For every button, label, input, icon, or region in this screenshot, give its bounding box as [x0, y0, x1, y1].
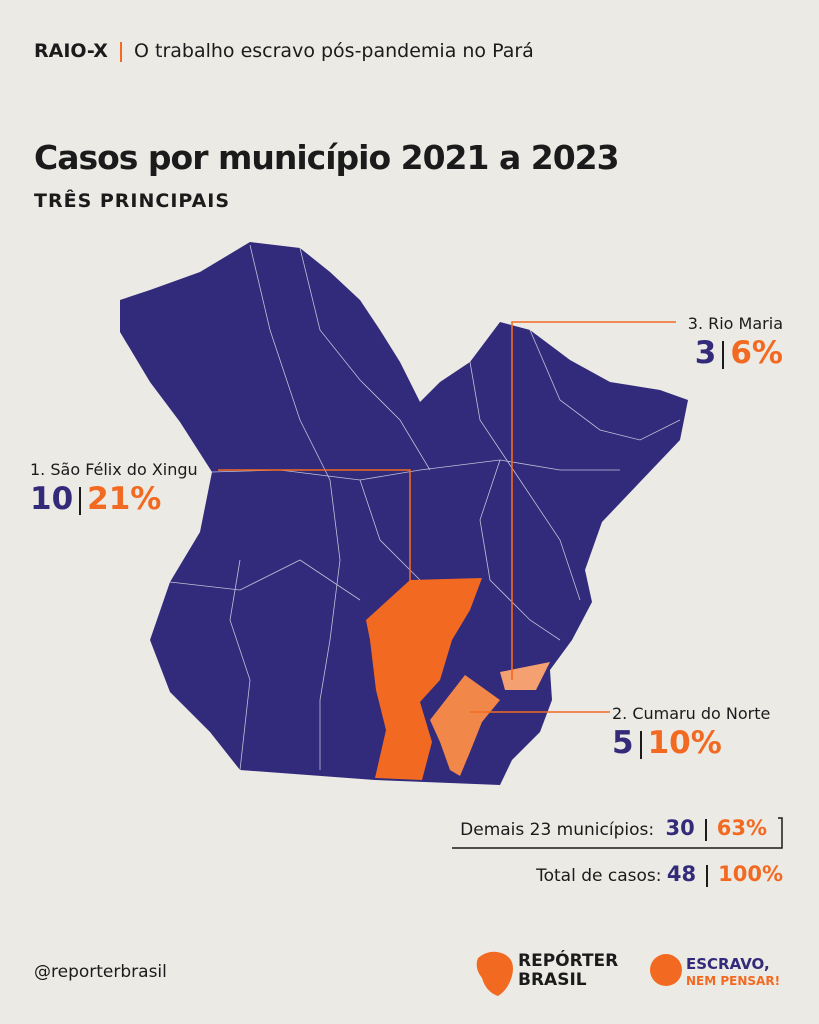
cases: 48	[666, 862, 697, 886]
sao-felix-shape	[366, 578, 482, 780]
logo-escravo: ESCRAVO, NEM PENSAR!	[686, 956, 780, 990]
label: Total de casos:	[536, 866, 662, 886]
logo-text: BRASIL	[518, 970, 587, 990]
cases: 30	[665, 816, 695, 840]
share: 6%	[730, 335, 783, 371]
title: Casos por município 2021 a 2023	[34, 138, 620, 177]
logo-reporter: REPÓRTER BRASIL	[518, 952, 618, 990]
cases: 10	[30, 481, 74, 517]
share: 100%	[718, 862, 783, 886]
cases: 3	[694, 335, 717, 371]
label: 2. Cumaru do Norte	[612, 704, 771, 723]
share: 21%	[87, 481, 162, 517]
share: 63%	[716, 816, 767, 840]
header-subtitle: O trabalho escravo pós-pandemia no Pará	[134, 40, 534, 62]
share: 10%	[647, 725, 722, 761]
header: RAIO-X O trabalho escravo pós-pandemia n…	[34, 40, 534, 62]
callout-2: 2. Cumaru do Norte 5 10%	[612, 704, 770, 761]
kicker: RAIO-X	[34, 40, 108, 62]
state-shape	[120, 242, 688, 785]
label: 1. São Félix do Xingu	[30, 460, 198, 479]
subtitle: TRÊS PRINCIPAIS	[34, 190, 231, 212]
callout-lines	[218, 321, 676, 713]
handle: @reporterbrasil	[34, 962, 167, 982]
logo-text: NEM PENSAR!	[686, 974, 781, 988]
summary-others: Demais 23 municípios: 30 63%	[460, 816, 767, 841]
label: Demais 23 municípios:	[460, 820, 655, 840]
rio-maria-shape	[500, 662, 550, 690]
logo-icon-1	[476, 951, 513, 996]
logo-text: REPÓRTER	[518, 951, 619, 971]
cumaru-shape	[430, 675, 500, 776]
summary-bracket	[452, 817, 783, 849]
logo-icon-2	[650, 954, 682, 986]
summary-total: Total de casos: 48 100%	[536, 862, 783, 887]
callout-3: 3. Rio Maria 3 6%	[688, 314, 783, 371]
label: 3. Rio Maria	[687, 314, 783, 333]
callout-1: 1. São Félix do Xingu 10 21%	[30, 460, 198, 517]
logo-text: ESCRAVO,	[686, 955, 770, 973]
cases: 5	[612, 725, 634, 761]
